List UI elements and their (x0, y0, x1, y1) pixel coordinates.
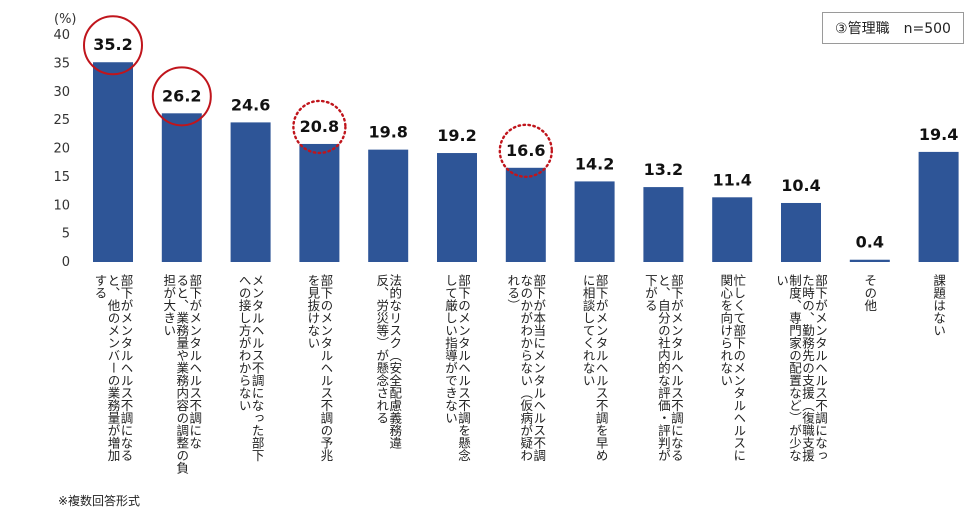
category-label-line: 部下のメンタルヘルス不調の予兆 (318, 273, 333, 462)
y-tick-label: 10 (53, 198, 70, 213)
y-tick-label: 40 (53, 28, 70, 43)
bar (161, 113, 202, 262)
bar (230, 122, 271, 263)
category-label-line: する (93, 274, 108, 299)
bar (781, 202, 821, 262)
category-label-line: 部下がメンタルヘルス不調になる (119, 273, 134, 462)
category-label-line: ると、業務量や業務内容の調整の負 (174, 274, 189, 475)
bar (368, 149, 409, 262)
value-label: 0.4 (856, 233, 884, 252)
category-label-line: 法的なリスク（安全配慮義務違 (387, 274, 402, 449)
y-tick-label: 20 (53, 142, 70, 157)
category-label-line: 忙しくて部下のメンタルヘルスに (731, 274, 746, 462)
value-label: 11.4 (712, 170, 751, 189)
highlight-circle (151, 66, 212, 127)
footnote: ※複数回答形式 (58, 494, 141, 508)
y-axis: 0 5 10 15 20 25 30 35 40 (53, 28, 70, 270)
value-label: 35.2 (93, 35, 132, 54)
value-label: 14.2 (575, 154, 614, 173)
category-label-line: メンタルヘルス不調になった部下 (250, 274, 265, 462)
value-label: 19.2 (437, 126, 476, 145)
category-label: 課題はない (931, 273, 946, 337)
value-label: 19.4 (919, 125, 958, 144)
category-label-line: 関心を向けられない (718, 274, 733, 387)
bar (712, 197, 753, 262)
category-label-line: 部下がメンタルヘルス不調になっ (813, 273, 828, 462)
category-label-line: への接し方がわからない (237, 274, 252, 412)
bars: 35.2 26.2 24.6 20.8 19.8 19.2 16.6 14.2 13.2 11.4… (83, 15, 959, 263)
y-tick-label: 5 (62, 227, 70, 242)
value-label: 20.8 (300, 117, 339, 136)
y-tick-label: 15 (53, 170, 70, 185)
value-label: 19.8 (368, 123, 407, 142)
category-label-line: 反、労災等）が懸念される (374, 274, 389, 424)
bar (93, 62, 133, 262)
highlight-circle (83, 15, 143, 76)
category-label-line: 部下がメンタルヘルス不調にな (187, 273, 202, 449)
y-tick-label: 25 (53, 113, 70, 128)
category-label-line: なのかがわからない（仮病が疑わ (518, 274, 533, 462)
category-label-line: と、他のメンバーの業務量が増加 (106, 274, 121, 462)
category-label: 部下がメンタルヘルス不調になった時の、勤務先の支援（復職支援制度、専門家の配置な… (774, 273, 828, 462)
y-tick-label: 0 (62, 255, 70, 270)
y-axis-unit: (%) (54, 12, 77, 27)
value-label: 26.2 (162, 86, 201, 105)
bar (299, 143, 340, 262)
value-label: 10.4 (781, 176, 820, 195)
category-label-line: 部下のメンタルヘルス不調を懸念 (456, 273, 471, 462)
category-label-line: た時の、勤務先の支援（復職支援 (800, 274, 815, 462)
category-label-line: れる） (505, 274, 520, 312)
category-label-line: と、自分の社内的な評価・評判が (656, 274, 671, 462)
category-label-line: して厳しい指導ができない (443, 274, 458, 424)
bar (574, 181, 615, 262)
category-label-line: 部下がメンタルヘルス不調になる (669, 273, 684, 462)
category-label-line: 課題はない (931, 273, 946, 337)
category-label-line: その他 (862, 274, 877, 312)
bar (505, 167, 546, 262)
category-label-line: 制度、専門家の配置など）が少な (787, 274, 802, 462)
category-label-line: を見抜けない (305, 274, 320, 349)
category-label: その他 (862, 274, 877, 312)
highlight-circle (498, 123, 553, 178)
value-label: 24.6 (231, 95, 270, 114)
value-label: 13.2 (644, 160, 683, 179)
highlight-circle (292, 99, 347, 155)
category-label-line: 担が大きい (161, 274, 176, 337)
legend-label: ③管理職 n=500 (835, 21, 951, 37)
category-label-line: に相談してくれない (581, 274, 596, 387)
category-label-line: 下がる (643, 274, 658, 312)
category-label-line: い (774, 274, 789, 287)
category-label-line: 部下が本当にメンタルヘルス不調 (531, 273, 546, 462)
value-label: 16.6 (506, 141, 545, 160)
y-tick-label: 30 (53, 85, 70, 100)
bar (918, 151, 959, 262)
legend-box: ③管理職 n=500 (822, 12, 964, 44)
y-tick-label: 35 (53, 56, 70, 71)
bar (643, 187, 684, 262)
category-label-line: 部下がメンタルヘルス不調を早め (594, 273, 609, 462)
bar (849, 259, 890, 262)
bar (437, 153, 477, 262)
